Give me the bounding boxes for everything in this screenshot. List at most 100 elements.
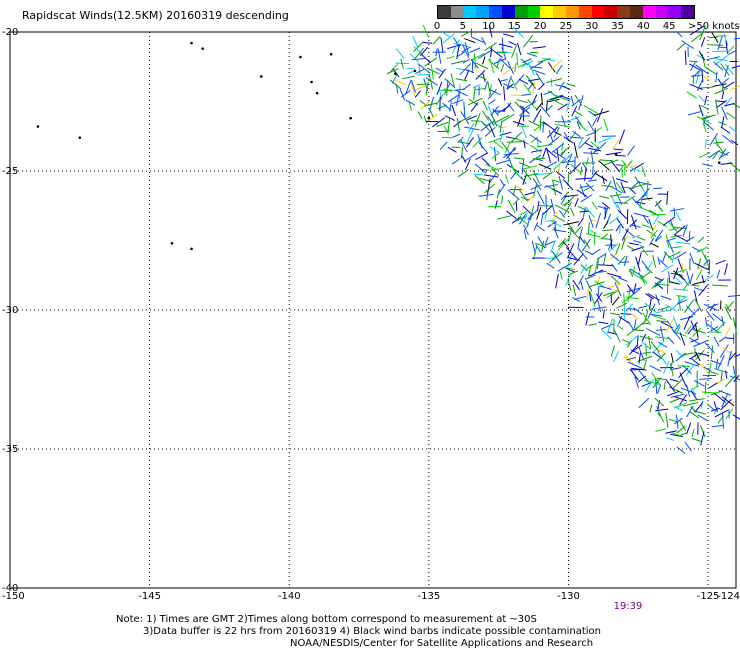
- colorbar-label: 25: [559, 21, 573, 32]
- wind-barb: [562, 85, 571, 91]
- wind-barb: [424, 57, 438, 67]
- note-line-1: Note: 1) Times are GMT 2)Times along bot…: [116, 614, 537, 625]
- wind-barb: [487, 80, 492, 95]
- wind-barb: [499, 120, 503, 133]
- wind-barb: [462, 58, 470, 64]
- wind-barb: [678, 295, 681, 311]
- wind-barb: [519, 105, 530, 114]
- wind-barb: [469, 47, 481, 53]
- wind-barb-swaths: [386, 25, 740, 454]
- wind-barb: [523, 140, 526, 149]
- wind-barb: [571, 106, 578, 117]
- wind-barb: [550, 220, 562, 228]
- wind-barb: [666, 379, 675, 392]
- wind-barb: [721, 106, 728, 120]
- wind-barb: [697, 262, 710, 271]
- island-dot: [190, 41, 193, 45]
- lon-tick-label: -150: [2, 591, 25, 602]
- wind-barb: [670, 246, 682, 249]
- wind-barb: [683, 315, 691, 331]
- wind-barb: [422, 41, 433, 44]
- wind-barb: [724, 81, 735, 89]
- wind-barb: [587, 120, 595, 132]
- wind-barb: [496, 188, 501, 199]
- colorbar-swatch: [438, 6, 451, 18]
- wind-barb: [589, 229, 598, 235]
- wind-barb: [602, 202, 611, 210]
- wind-barb: [606, 318, 614, 334]
- wind-barb: [695, 64, 709, 75]
- wind-barb: [698, 152, 711, 159]
- wind-barb: [679, 372, 687, 388]
- wind-barb: [707, 323, 720, 334]
- wind-barb: [654, 282, 664, 290]
- wind-barb: [700, 431, 705, 446]
- wind-barb: [582, 207, 586, 217]
- wind-barb: [650, 224, 657, 236]
- wind-barb: [482, 56, 486, 65]
- wind-barb: [542, 148, 547, 159]
- wind-barb: [662, 216, 676, 226]
- wind-barb: [713, 57, 728, 62]
- wind-barb: [699, 363, 709, 373]
- wind-barb: [489, 173, 497, 184]
- wind-barb: [725, 301, 734, 311]
- wind-barb: [665, 304, 677, 312]
- map-title: Rapidscat Winds(12.5KM) 20160319 descend…: [22, 9, 289, 22]
- wind-barb: [687, 308, 700, 320]
- wind-barb: [478, 141, 489, 154]
- wind-barb: [588, 323, 597, 326]
- wind-barb: [432, 117, 446, 128]
- wind-barb: [522, 34, 534, 48]
- wind-barb: [389, 79, 402, 90]
- wind-barb: [668, 271, 671, 284]
- wind-barb: [428, 74, 434, 90]
- wind-barb: [608, 216, 619, 225]
- wind-barb: [642, 351, 652, 354]
- lat-tick-label: -40: [2, 583, 18, 594]
- wind-barb: [676, 43, 686, 51]
- wind-barb: [631, 234, 641, 239]
- wind-barb: [676, 294, 686, 298]
- wind-barb: [576, 120, 581, 130]
- wind-barb: [443, 125, 450, 135]
- wind-barb: [425, 77, 438, 86]
- wind-barb: [627, 145, 635, 156]
- wind-barb: [475, 69, 486, 80]
- wind-barb: [715, 100, 727, 109]
- wind-barb: [595, 141, 607, 153]
- wind-barb: [633, 182, 649, 188]
- colorbar-swatch: [501, 6, 515, 18]
- wind-barb: [467, 97, 483, 106]
- wind-barb: [575, 177, 591, 180]
- wind-barb: [438, 89, 443, 101]
- colorbar-swatch: [565, 6, 579, 18]
- wind-barb: [649, 404, 653, 413]
- wind-barb: [565, 116, 580, 123]
- wind-barb: [533, 123, 543, 132]
- wind-barb: [686, 236, 695, 243]
- wind-barb: [708, 382, 718, 389]
- wind-barb: [588, 291, 592, 302]
- wind-barb: [675, 241, 691, 245]
- wind-barb: [483, 174, 499, 178]
- island-dot: [36, 125, 40, 128]
- wind-barb: [669, 208, 685, 212]
- wind-barb: [594, 292, 603, 305]
- wind-barb: [492, 108, 499, 116]
- wind-barb: [547, 126, 559, 139]
- island-dot: [299, 55, 302, 59]
- colorbar-units: >50 knots: [688, 21, 740, 32]
- wind-barb: [551, 250, 561, 264]
- wind-barb: [590, 219, 601, 223]
- wind-barb: [644, 302, 657, 313]
- wind-barb: [572, 284, 577, 296]
- wind-barb: [626, 326, 639, 336]
- wind-barb: [718, 46, 727, 49]
- wind-barb: [699, 377, 712, 380]
- wind-barb: [642, 312, 652, 326]
- wind-barb: [681, 352, 694, 357]
- wind-barb: [704, 274, 714, 281]
- wind-barb: [542, 121, 545, 133]
- wind-barb: [710, 407, 721, 412]
